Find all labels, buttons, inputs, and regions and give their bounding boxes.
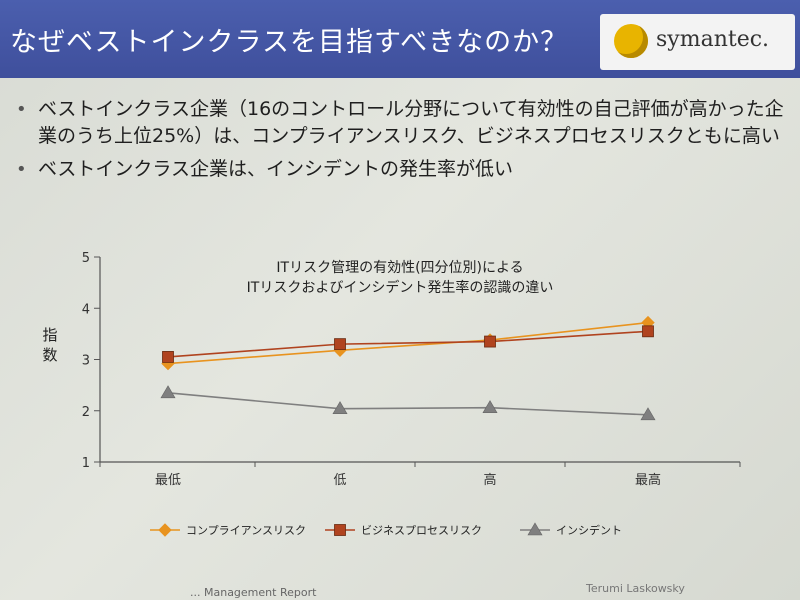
series-line xyxy=(167,330,649,358)
bullet-list: • ベストインクラス企業（16のコントロール分野について有効性の自己評価が高かっ… xyxy=(14,96,784,189)
data-point-triangle xyxy=(482,400,498,413)
data-point-triangle xyxy=(527,522,543,536)
bullet-dot-icon: • xyxy=(16,99,27,120)
bullet-item: • ベストインクラス企業（16のコントロール分野について有効性の自己評価が高かっ… xyxy=(14,96,784,150)
footer-presenter: Terumi Laskowsky xyxy=(586,582,685,595)
y-tick-label: 3 xyxy=(82,354,90,369)
logo-text: symantec. xyxy=(656,27,770,52)
legend-label: インシデント xyxy=(556,523,622,537)
logo-circle-icon xyxy=(614,24,648,58)
slide-title: なぜベストインクラスを目指すべきなのか？ xyxy=(10,27,569,58)
y-axis-label-char: 指 xyxy=(42,326,57,344)
chart-title-line2: ITリスクおよびインシデント発生率の認識の違い xyxy=(247,279,554,296)
series-line xyxy=(167,321,649,365)
x-tick-label: 高 xyxy=(483,472,496,488)
x-tick-label: 低 xyxy=(333,473,346,488)
symantec-logo: symantec. xyxy=(600,14,795,70)
data-point-triangle xyxy=(332,401,348,415)
y-axis-label: 指数 xyxy=(42,326,57,364)
bullet-text: ベストインクラス企業は、インシデントの発生率が低い xyxy=(38,158,514,180)
bullet-item: • ベストインクラス企業は、インシデントの発生率が低い xyxy=(14,156,784,183)
chart-title-line1: ITリスク管理の有効性(四分位別)による xyxy=(276,260,523,276)
y-axis-label-char: 数 xyxy=(42,346,57,364)
y-tick-label: 1 xyxy=(82,456,90,471)
y-tick-label: 2 xyxy=(82,405,90,420)
series-line xyxy=(167,392,649,416)
footer-source: ... Management Report xyxy=(190,586,317,599)
data-point-triangle xyxy=(160,385,176,399)
bullet-text: ベストインクラス企業（16のコントロール分野について有効性の自己評価が高かった企… xyxy=(38,98,784,147)
x-tick-label: 最低 xyxy=(155,473,181,488)
data-point-square xyxy=(642,325,654,338)
x-tick-label: 最高 xyxy=(635,472,661,488)
data-point-square xyxy=(334,338,346,351)
data-point-triangle xyxy=(640,407,656,421)
y-tick-label: 4 xyxy=(82,302,90,317)
data-point-square xyxy=(334,524,346,536)
bullet-dot-icon: • xyxy=(16,159,27,180)
data-point-diamond xyxy=(158,523,172,537)
data-point-square xyxy=(484,335,496,348)
legend-label: コンプライアンスリスク xyxy=(186,524,306,537)
legend-label: ビジネスプロセスリスク xyxy=(361,524,482,537)
data-point-square xyxy=(162,351,174,363)
title-bar: なぜベストインクラスを目指すべきなのか？ symantec. xyxy=(0,0,800,78)
y-tick-label: 5 xyxy=(82,251,90,266)
